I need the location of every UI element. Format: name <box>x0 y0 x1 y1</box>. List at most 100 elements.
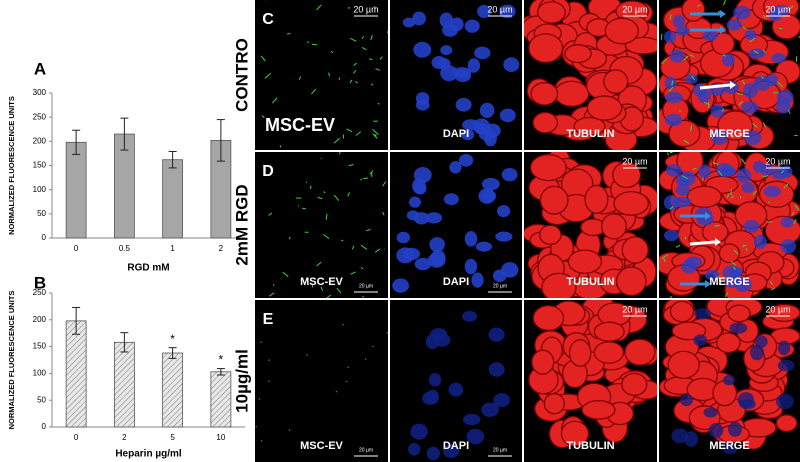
nucleus <box>415 92 430 105</box>
vesicle <box>258 398 261 400</box>
vesicle <box>374 133 377 137</box>
cell <box>604 17 639 45</box>
vesicle <box>317 196 323 200</box>
arrow-head <box>730 81 736 89</box>
nucleus <box>771 53 786 64</box>
vesicle <box>780 170 785 174</box>
vesicle <box>368 58 373 61</box>
cell <box>584 184 609 214</box>
arrow-head <box>720 26 726 34</box>
vesicle <box>268 359 271 361</box>
vesicle <box>288 429 291 431</box>
vesicle <box>288 236 291 240</box>
channel-label: DAPI <box>443 440 469 452</box>
nucleus <box>471 272 484 288</box>
nucleus <box>768 8 782 22</box>
nucleus <box>780 165 793 178</box>
row-label: CONTRO <box>232 38 251 112</box>
image-content <box>524 152 657 298</box>
y-tick-label: 200 <box>33 315 47 324</box>
vesicle <box>347 192 350 197</box>
nucleus <box>464 19 480 33</box>
vesicle <box>370 83 374 86</box>
vesicle <box>690 125 693 132</box>
vesicle <box>372 345 374 348</box>
cell <box>537 1 566 24</box>
vesicle <box>361 46 367 51</box>
vesicle <box>721 108 725 112</box>
y-tick-label: 100 <box>33 369 47 378</box>
vesicle <box>712 162 719 165</box>
vesicle <box>264 73 272 79</box>
nucleus <box>702 30 719 41</box>
vesicle <box>787 109 791 115</box>
cell <box>532 111 559 134</box>
cell <box>564 44 592 64</box>
nucleus <box>743 130 762 146</box>
cell <box>612 161 642 189</box>
nucleus <box>664 76 677 90</box>
vesicle <box>783 183 789 189</box>
vesicle <box>345 380 348 383</box>
cell <box>681 0 706 22</box>
vesicle <box>714 225 721 227</box>
nucleus <box>455 97 472 112</box>
nucleus <box>741 101 759 114</box>
vesicle <box>272 97 278 104</box>
vesicle <box>316 4 322 11</box>
nucleus <box>425 212 443 224</box>
vesicle <box>718 275 721 282</box>
cell <box>712 380 738 407</box>
nucleus <box>703 407 718 418</box>
vesicle <box>691 75 695 81</box>
vesicle <box>733 249 739 255</box>
vesicle <box>320 286 324 291</box>
bar <box>65 320 87 428</box>
channel-label: MERGE <box>709 276 749 288</box>
vesicle <box>722 53 727 57</box>
vesicle <box>671 80 674 86</box>
nucleus <box>488 362 505 377</box>
nucleus <box>739 399 756 410</box>
panel-letter: B <box>34 273 46 292</box>
vesicle <box>684 236 687 240</box>
vesicle <box>717 170 723 176</box>
vesicle <box>360 267 364 270</box>
vesicle <box>353 69 357 74</box>
scale-bar-label: 20 µm <box>765 4 790 14</box>
vesicle <box>723 0 726 6</box>
nucleus <box>406 210 420 221</box>
nucleus <box>403 247 421 261</box>
vesicle <box>279 145 282 148</box>
nucleus <box>402 17 416 28</box>
nucleus <box>669 49 685 63</box>
nucleus <box>430 328 448 340</box>
nucleus <box>722 265 741 280</box>
scale-bar-label: 20 µm <box>359 283 373 289</box>
vesicle <box>372 128 379 136</box>
vesicle <box>770 287 776 291</box>
nucleus <box>693 334 708 347</box>
nucleus <box>431 56 447 70</box>
vesicle <box>669 14 672 20</box>
vesicle <box>333 137 341 144</box>
y-tick-label: 200 <box>33 136 47 145</box>
vesicle <box>382 211 385 216</box>
nucleus <box>763 185 781 198</box>
cell <box>539 185 569 215</box>
nucleus <box>481 177 500 191</box>
nucleus <box>464 258 478 275</box>
vesicle <box>346 128 353 133</box>
vesicle <box>793 219 797 224</box>
vesicle <box>696 4 702 7</box>
vesicle <box>762 174 769 178</box>
nucleus <box>464 231 478 247</box>
nucleus <box>448 382 464 397</box>
nucleus <box>414 257 432 271</box>
nucleus <box>676 25 690 37</box>
x-tick-label: 0 <box>74 433 79 442</box>
vesicle <box>269 292 275 297</box>
vesicle <box>333 194 340 201</box>
vesicle <box>336 287 342 294</box>
nucleus <box>665 164 682 177</box>
